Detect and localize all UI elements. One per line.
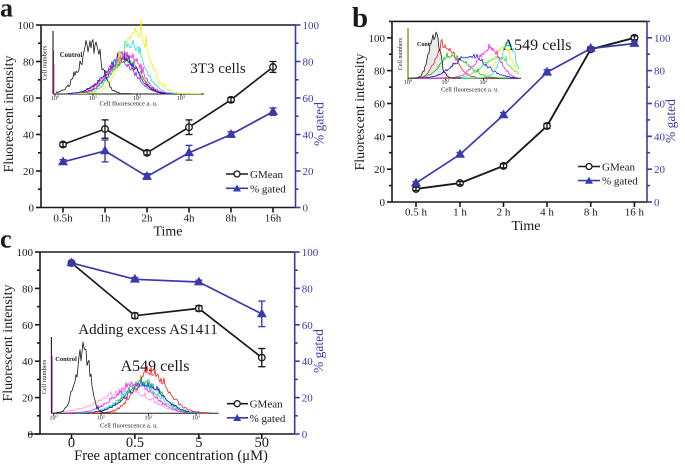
svg-text:80: 80 <box>22 283 34 295</box>
svg-text:Cell fluorescence a. u.: Cell fluorescence a. u. <box>441 87 499 94</box>
svg-text:Cell numbers: Cell numbers <box>41 359 48 394</box>
svg-text:Adding excess AS1411: Adding excess AS1411 <box>78 322 217 338</box>
svg-text:GMean: GMean <box>250 399 283 411</box>
svg-text:100: 100 <box>404 78 412 86</box>
svg-text:20: 20 <box>374 164 386 176</box>
svg-text:102: 102 <box>133 94 141 102</box>
svg-text:102: 102 <box>480 78 488 86</box>
svg-text:100: 100 <box>302 247 319 259</box>
svg-text:60: 60 <box>303 93 315 105</box>
svg-text:20: 20 <box>23 166 35 178</box>
svg-text:40: 40 <box>302 356 314 368</box>
svg-text:20: 20 <box>303 166 315 178</box>
svg-text:Cell numbers: Cell numbers <box>42 45 49 80</box>
svg-text:0.5: 0.5 <box>126 435 144 451</box>
svg-text:0.5h: 0.5h <box>53 213 73 225</box>
svg-text:60: 60 <box>23 93 35 105</box>
svg-text:0: 0 <box>303 203 309 215</box>
svg-text:A549 cells: A549 cells <box>503 37 572 54</box>
svg-text:60: 60 <box>302 320 314 332</box>
svg-text:101: 101 <box>89 94 97 102</box>
svg-text:0: 0 <box>68 435 75 451</box>
svg-text:80: 80 <box>303 57 315 69</box>
svg-text:Cell fluorescence a. u.: Cell fluorescence a. u. <box>100 101 158 108</box>
svg-text:50: 50 <box>255 435 270 451</box>
svg-text:0: 0 <box>302 429 308 441</box>
svg-text:16h: 16h <box>265 213 282 225</box>
svg-text:40: 40 <box>303 130 315 142</box>
svg-text:0: 0 <box>29 203 35 215</box>
svg-text:% gated: % gated <box>312 102 327 146</box>
svg-text:% gated: % gated <box>602 176 638 188</box>
svg-text:Time: Time <box>511 219 540 234</box>
svg-text:80: 80 <box>654 66 666 78</box>
svg-text:20: 20 <box>302 393 314 405</box>
svg-text:103: 103 <box>192 413 200 421</box>
svg-text:Fluorescent intensity: Fluorescent intensity <box>1 284 16 401</box>
svg-text:101: 101 <box>97 413 105 421</box>
svg-text:40: 40 <box>654 131 666 143</box>
svg-text:Fluorescent intensity: Fluorescent intensity <box>2 55 17 172</box>
svg-text:60: 60 <box>374 99 386 111</box>
svg-text:Cell numbers: Cell numbers <box>398 37 404 70</box>
svg-text:40: 40 <box>22 356 34 368</box>
svg-text:Control: Control <box>417 42 437 48</box>
svg-text:Control: Control <box>55 356 77 363</box>
svg-text:100: 100 <box>369 33 386 45</box>
svg-text:Fluorescent intensity: Fluorescent intensity <box>353 53 368 170</box>
svg-text:100: 100 <box>51 94 59 102</box>
svg-text:60: 60 <box>22 320 34 332</box>
svg-text:60: 60 <box>654 99 666 111</box>
svg-text:Control: Control <box>60 52 83 59</box>
svg-text:80: 80 <box>302 283 314 295</box>
svg-text:0.5 h: 0.5 h <box>405 207 428 219</box>
svg-text:100: 100 <box>303 20 320 32</box>
svg-text:a: a <box>0 0 13 23</box>
svg-text:80: 80 <box>374 66 386 78</box>
svg-text:Time: Time <box>153 225 182 240</box>
svg-text:40: 40 <box>374 131 386 143</box>
svg-text:100: 100 <box>654 33 671 45</box>
svg-text:100: 100 <box>50 413 58 421</box>
svg-text:100: 100 <box>18 20 35 32</box>
svg-text:101: 101 <box>442 78 450 86</box>
svg-text:16 h: 16 h <box>625 207 645 219</box>
svg-text:2h: 2h <box>142 213 154 225</box>
svg-text:5: 5 <box>195 435 202 451</box>
svg-text:Cell fluorescence a. u.: Cell fluorescence a. u. <box>100 423 158 430</box>
svg-text:A549 cells: A549 cells <box>121 358 190 375</box>
svg-text:8h: 8h <box>226 213 238 225</box>
svg-text:20: 20 <box>654 164 666 176</box>
svg-text:0: 0 <box>654 197 660 209</box>
svg-text:20: 20 <box>22 393 34 405</box>
svg-text:% gated: % gated <box>250 413 286 425</box>
svg-text:c: c <box>0 225 12 254</box>
svg-text:100: 100 <box>17 247 34 259</box>
svg-text:80: 80 <box>23 57 35 69</box>
svg-text:4h: 4h <box>184 213 196 225</box>
svg-text:8 h: 8 h <box>584 207 598 219</box>
svg-text:% gated: % gated <box>663 99 678 143</box>
svg-text:GMean: GMean <box>602 162 635 174</box>
svg-text:3T3 cells: 3T3 cells <box>190 61 246 77</box>
svg-text:4 h: 4 h <box>540 207 554 219</box>
svg-text:40: 40 <box>23 130 35 142</box>
svg-text:Free aptamer concentration (μM: Free aptamer concentration (μM) <box>74 448 268 464</box>
svg-text:% gated: % gated <box>250 183 286 195</box>
svg-text:0: 0 <box>28 429 34 441</box>
svg-text:b: b <box>352 2 368 34</box>
svg-text:2 h: 2 h <box>497 207 511 219</box>
svg-text:102: 102 <box>145 413 153 421</box>
svg-text:0: 0 <box>380 197 386 209</box>
svg-text:GMean: GMean <box>250 169 283 181</box>
svg-text:1h: 1h <box>100 213 112 225</box>
svg-text:103: 103 <box>177 94 185 102</box>
svg-text:1 h: 1 h <box>453 207 467 219</box>
svg-text:% gated: % gated <box>311 329 326 373</box>
